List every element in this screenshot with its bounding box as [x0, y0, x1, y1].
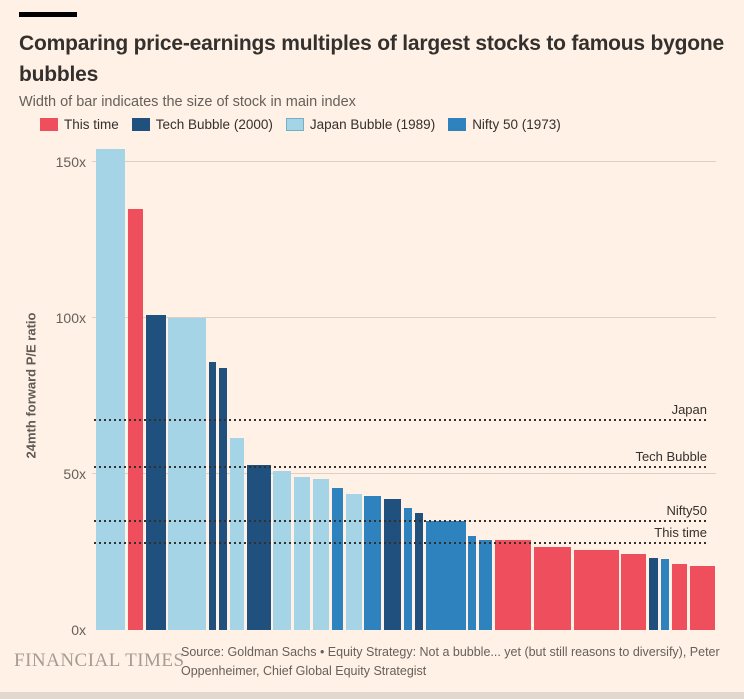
y-tick-label: 50x	[63, 465, 86, 482]
legend-swatch-nifty	[448, 118, 467, 131]
chart-subtitle: Width of bar indicates the size of stock…	[19, 94, 356, 110]
legend-label: This time	[64, 117, 119, 132]
bar-this_time	[573, 550, 619, 630]
bar-japan	[273, 470, 292, 630]
legend-label: Japan Bubble (1989)	[309, 117, 436, 132]
y-tick-label: 0x	[71, 622, 86, 638]
bar-this_time	[671, 564, 687, 630]
y-axis-ticks: 0x 50x 100x 150x	[44, 140, 90, 638]
reference-line-nifty50	[94, 520, 707, 523]
bar-this_time	[494, 540, 531, 630]
bar-japan	[229, 438, 244, 630]
reference-line-label: This time	[654, 525, 707, 541]
bar-japan	[312, 478, 329, 630]
legend-item-nifty: Nifty 50 (1973)	[448, 117, 561, 132]
reference-line-this-time	[94, 542, 707, 545]
legend-swatch-tech	[131, 118, 150, 131]
y-tick-label: 100x	[55, 309, 86, 326]
bar-nifty	[364, 495, 382, 630]
reference-line-japan	[94, 418, 707, 421]
plot-area: Japan Tech Bubble Nifty50 This time	[92, 140, 716, 630]
chart-title: Comparing price-earnings multiples of la…	[19, 32, 724, 86]
chart-legend: This time Tech Bubble (2000) Japan Bubble …	[40, 117, 561, 132]
bar-tech	[384, 498, 402, 630]
gridline-150	[92, 160, 716, 162]
legend-item-japan: Japan Bubble (1989)	[285, 117, 436, 132]
bar-tech	[145, 314, 166, 630]
reference-line-tech-bubble	[94, 465, 707, 468]
reference-line-label: Japan	[671, 401, 707, 417]
bar-nifty	[660, 558, 669, 630]
legend-label: Nifty 50 (1973)	[472, 117, 561, 132]
bar-tech	[246, 464, 271, 630]
legend-item-tech: Tech Bubble (2000)	[131, 117, 273, 132]
bar-this_time	[689, 566, 715, 630]
bar-nifty	[403, 508, 412, 630]
legend-item-this_time: This time	[40, 117, 119, 132]
bar-tech	[414, 512, 423, 630]
y-axis-label: 24mth forward P/E ratio	[23, 312, 39, 458]
bar-japan	[168, 317, 207, 630]
bar-tech	[218, 367, 227, 630]
bar-nifty	[479, 539, 493, 630]
bar-nifty	[331, 488, 343, 630]
y-tick-label: 150x	[55, 153, 86, 170]
bar-japan	[96, 149, 125, 630]
y-axis-label-wrap: 24mth forward P/E ratio	[14, 140, 48, 630]
bar-this_time	[533, 547, 571, 630]
bar-tech	[649, 558, 659, 630]
gridline-50	[92, 472, 716, 474]
legend-label: Tech Bubble (2000)	[155, 117, 273, 132]
bar-nifty	[468, 536, 477, 630]
source-text: Source: Goldman Sachs • Equity Strategy:…	[181, 645, 720, 678]
reference-line-label: Nifty50	[666, 503, 707, 519]
gridline-100	[92, 316, 716, 318]
bar-this_time	[621, 553, 647, 630]
bar-tech	[209, 361, 217, 630]
legend-swatch-this_time	[40, 118, 58, 131]
reference-line-label: Tech Bubble	[635, 448, 707, 464]
bars-container	[94, 140, 716, 630]
bottom-strip	[0, 692, 744, 699]
legend-swatch-japan	[285, 118, 304, 131]
bar-japan	[294, 477, 311, 630]
bar-japan	[345, 494, 362, 630]
bar-nifty	[425, 520, 466, 630]
ft-top-rule	[19, 12, 77, 17]
ft-logo-text: FINANCIAL TIMES	[14, 650, 185, 671]
